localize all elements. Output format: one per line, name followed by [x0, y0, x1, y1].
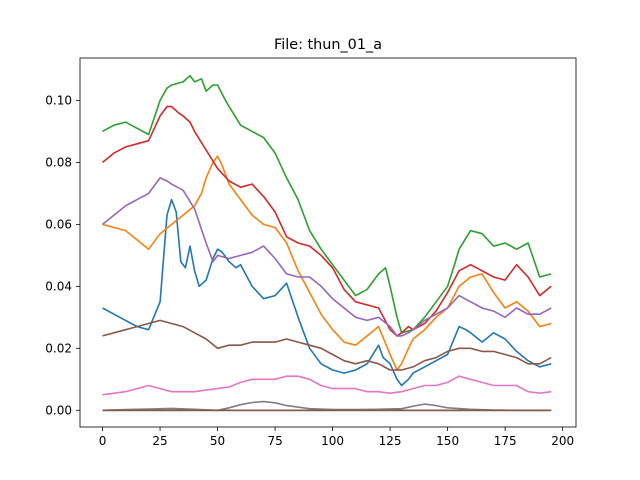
y-tick-label: 0.06	[45, 217, 72, 231]
x-axis-ticks: 0 25 50 75 100 125 150 175 200	[99, 427, 574, 448]
x-tick-label: 150	[436, 434, 459, 448]
x-tick-label: 50	[210, 434, 225, 448]
series-line-3	[102, 74, 552, 334]
x-tick-label: 175	[494, 434, 517, 448]
x-tick-label: 0	[99, 434, 107, 448]
series-line-1	[102, 198, 552, 387]
y-tick-label: 0.04	[45, 279, 72, 293]
y-axis-ticks: 0.00 0.02 0.04 0.06 0.08 0.10	[45, 93, 80, 417]
series-line-5	[101, 177, 552, 337]
y-tick-label: 0.08	[45, 155, 72, 169]
series-line-8	[102, 400, 552, 412]
y-tick-label: 0.02	[45, 341, 72, 355]
x-tick-label: 100	[321, 434, 344, 448]
series-line-2	[102, 155, 552, 371]
series-line-4	[101, 105, 552, 337]
series-line-7	[102, 375, 552, 396]
plot-frame	[79, 57, 577, 428]
x-tick-label: 75	[267, 434, 282, 448]
x-tick-label: 200	[551, 434, 574, 448]
chart-title: File: thun_01_a	[274, 37, 382, 53]
y-tick-label: 0.00	[45, 403, 72, 417]
y-tick-label: 0.10	[45, 93, 72, 107]
x-tick-label: 25	[152, 434, 167, 448]
plot-lines	[101, 74, 552, 412]
x-tick-label: 125	[379, 434, 402, 448]
series-line-6	[102, 319, 552, 371]
